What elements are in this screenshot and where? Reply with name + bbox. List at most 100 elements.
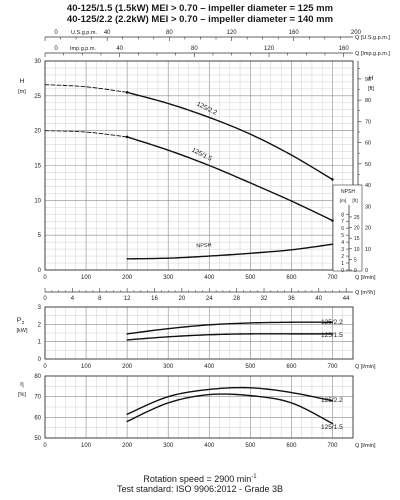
impgpm-tick-label: 120 [264, 46, 275, 52]
test-standard-note: Test standard: ISO 9906:2012 - Grade 3B [116, 484, 284, 494]
head-x-tick-label: 100 [81, 275, 92, 281]
head-ft-tick-label: 0 [365, 268, 368, 274]
power-y-tick-label: 1 [38, 340, 42, 346]
power-x-tick-label: 600 [286, 364, 297, 370]
rotation-speed-exponent: -1 [251, 474, 257, 480]
head-ft-tick-label: 70 [365, 119, 371, 125]
usgpm-tick-label: 120 [227, 30, 238, 36]
efficiency-curve-12515 [126, 393, 334, 425]
head-ft-axis-unit: [ft] [368, 86, 375, 92]
head-curve-12515-start-point [125, 135, 129, 139]
head-ft-tick-label: 90 [365, 77, 371, 83]
m3h-tick-label: 40 [315, 296, 322, 302]
head-grid [44, 60, 354, 271]
npsh-ft-tick-label: 25 [354, 215, 360, 221]
impgpm-tick-label: 160 [339, 46, 350, 52]
head-panel-border [44, 60, 354, 271]
power-x-tick-label: 700 [327, 364, 338, 370]
head-x-axis-title: Q [l/min] [355, 275, 376, 281]
npsh-axis-label: NPSH [341, 189, 355, 195]
head-y-tick-label: 25 [34, 94, 41, 100]
power-y-tick-label: 3 [38, 305, 42, 311]
head-ft-tick-label: 50 [365, 162, 371, 168]
power-x-tick-label: 500 [245, 364, 256, 370]
head-x-tick-label: 400 [204, 275, 215, 281]
efficiency-axis-label: η [20, 380, 24, 388]
head-curve-12522 [126, 91, 334, 181]
npsh-ft-tick-label: 10 [354, 247, 360, 253]
head-x-tick-label: 0 [43, 275, 47, 281]
m3h-tick-label: 0 [43, 296, 47, 302]
efficiency-x-axis-title: Q [l/min] [355, 443, 376, 449]
npsh-ft-tick-label: 20 [354, 226, 360, 232]
efficiency-x-tick-label: 700 [327, 443, 338, 449]
efficiency-x-tick-label: 400 [204, 443, 215, 449]
head-ft-axis-label: H [369, 75, 374, 82]
head-curve-12515-dashed [44, 130, 128, 138]
head-curve-12515-end-point [331, 219, 334, 222]
npsh-ft-tick-label: 5 [354, 257, 357, 263]
efficiency-y-tick-label: 70 [34, 395, 41, 401]
head-curve-12522-dashed [44, 84, 128, 93]
chart-title-line-1: 40-125/1.5 (1.5kW) MEI > 0.70 – impeller… [66, 3, 334, 14]
head-curve-12515 [126, 136, 334, 222]
usgpm-tick-label: 160 [289, 30, 300, 36]
head-curve-npsh [126, 243, 334, 260]
npsh-m-tick-label: 0 [341, 268, 344, 274]
m3h-tick-label: 32 [261, 296, 268, 302]
npsh-m-tick-label: 6 [341, 226, 344, 232]
impgpm-unit-label: Imp.g.p.m. [70, 46, 96, 52]
efficiency-panel-border [44, 375, 354, 439]
power-x-tick-label: 300 [163, 364, 174, 370]
power-panel-border [44, 306, 354, 360]
power-x-tick-label: 400 [204, 364, 215, 370]
power-x-tick-label: 0 [43, 364, 47, 370]
efficiency-x-tick-label: 300 [163, 443, 174, 449]
head-ft-tick-label: 30 [365, 204, 371, 210]
head-x-tick-label: 200 [122, 275, 133, 281]
efficiency-x-tick-label: 0 [43, 443, 47, 449]
power-axis-label: P [17, 317, 21, 324]
efficiency-x-tick-label: 500 [245, 443, 256, 449]
power-x-axis-title: Q [l/min] [355, 364, 376, 370]
npsh-m-tick-label: 3 [341, 247, 344, 253]
impgpm-tick-label: 0 [54, 46, 58, 52]
head-y-tick-label: 0 [38, 268, 42, 274]
m3h-tick-label: 20 [179, 296, 186, 302]
npsh-curve-label: NPSH [196, 243, 212, 250]
m3h-tick-label: 12 [124, 296, 131, 302]
head-x-tick-label: 700 [327, 275, 338, 281]
npsh-m-tick-label: 2 [341, 254, 344, 260]
m3h-tick-label: 28 [233, 296, 240, 302]
head-y-tick-label: 15 [34, 164, 41, 170]
head-ft-tick-label: 40 [365, 183, 371, 189]
efficiency-curve-12522 [126, 386, 334, 415]
power-curve-12515 [126, 333, 334, 341]
head-axis-unit: [m] [18, 89, 26, 95]
efficiency-y-tick-label: 80 [34, 374, 41, 380]
head-curve-12522-start-point [125, 91, 129, 94]
usgpm-tick-label: 40 [104, 30, 111, 36]
npsh-m-tick-label: 5 [341, 233, 344, 239]
impgpm-tick-label: 40 [116, 46, 123, 52]
npsh-ft-tick-label: 15 [354, 236, 360, 242]
power-y-tick-label: 0 [38, 357, 42, 363]
power-axis-label-subscript: 2 [22, 320, 25, 325]
efficiency-x-tick-label: 200 [122, 443, 133, 449]
power-curve-label-1-5: 125/1.5 [321, 332, 343, 339]
efficiency-grid [44, 375, 354, 439]
head-ft-tick-label: 10 [365, 247, 371, 253]
m3h-tick-label: 44 [343, 296, 350, 302]
usgpm-tick-label: 0 [54, 30, 58, 36]
power-curve-12522 [126, 321, 334, 335]
usgpm-tick-label: 80 [166, 30, 173, 36]
m3h-tick-label: 16 [151, 296, 158, 302]
head-axis-label: H [20, 78, 25, 85]
power-x-tick-label: 200 [122, 364, 133, 370]
head-x-tick-label: 300 [163, 275, 174, 281]
m3h-axis-title: Q [m³/h] [355, 290, 375, 296]
head-curve-label-1-5: 125/1.5 [190, 147, 213, 163]
efficiency-x-tick-label: 600 [286, 443, 297, 449]
power-axis-unit: [kW] [17, 328, 28, 334]
